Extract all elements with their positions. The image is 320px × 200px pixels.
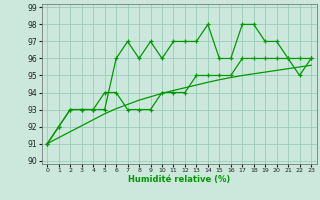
X-axis label: Humidité relative (%): Humidité relative (%) bbox=[128, 175, 230, 184]
